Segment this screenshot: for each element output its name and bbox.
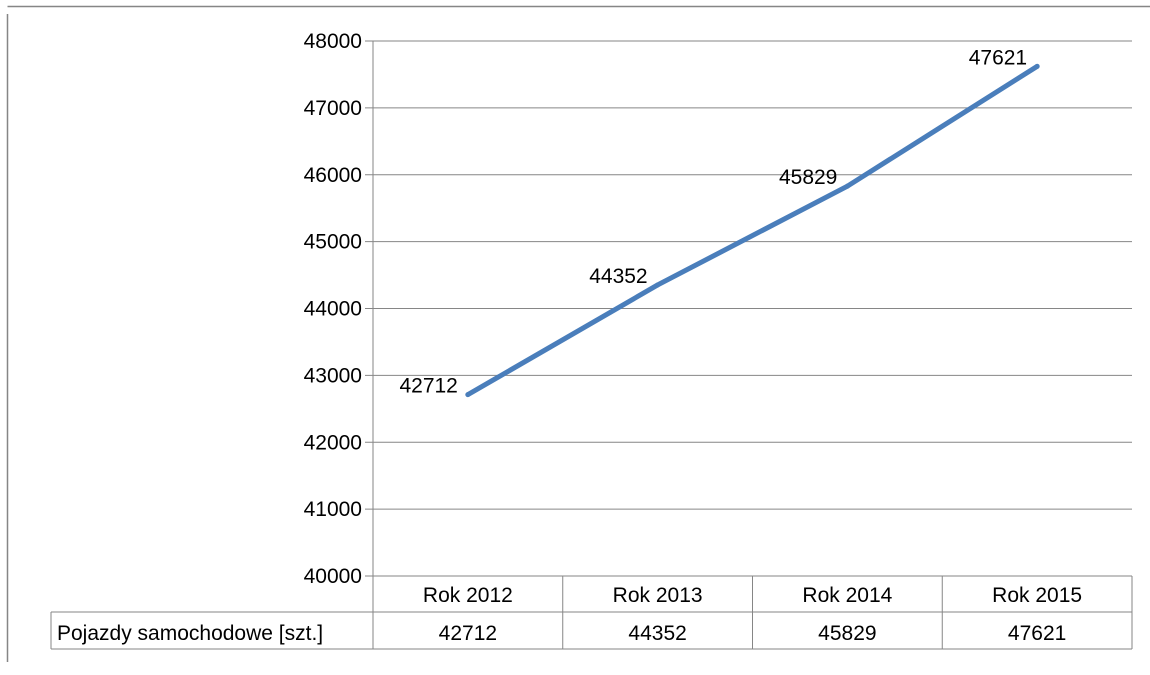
y-tick-label-45000: 45000 <box>304 231 362 254</box>
y-tick-label-46000: 46000 <box>304 164 362 187</box>
y-tick-label-47000: 47000 <box>304 97 362 120</box>
x-category-label-1: Rok 2012 <box>423 584 513 607</box>
data-point-1 <box>465 392 471 398</box>
data-label-1: 42712 <box>399 375 457 398</box>
series-line <box>465 63 1040 398</box>
y-tick-label-44000: 44000 <box>304 298 362 321</box>
data-label-2: 44352 <box>589 265 647 288</box>
y-tick-label-43000: 43000 <box>304 364 362 387</box>
table-row-label: Pojazdy samochodowe [szt.] <box>57 622 323 645</box>
y-tick-label-40000: 40000 <box>304 565 362 588</box>
data-label-3: 45829 <box>779 166 837 189</box>
table-value-3: 45829 <box>818 622 876 645</box>
x-category-label-3: Rok 2014 <box>802 584 892 607</box>
data-label-4: 47621 <box>969 46 1027 69</box>
x-category-label-4: Rok 2015 <box>992 584 1082 607</box>
table-value-4: 47621 <box>1008 622 1066 645</box>
table-value-1: 42712 <box>439 622 497 645</box>
data-point-3 <box>844 183 850 189</box>
x-category-label-2: Rok 2013 <box>613 584 703 607</box>
y-tick-label-41000: 41000 <box>304 498 362 521</box>
data-point-4 <box>1034 63 1040 69</box>
data-point-2 <box>655 282 661 288</box>
y-tick-label-42000: 42000 <box>304 431 362 454</box>
table-value-2: 44352 <box>628 622 686 645</box>
y-tick-label-48000: 48000 <box>304 30 362 53</box>
